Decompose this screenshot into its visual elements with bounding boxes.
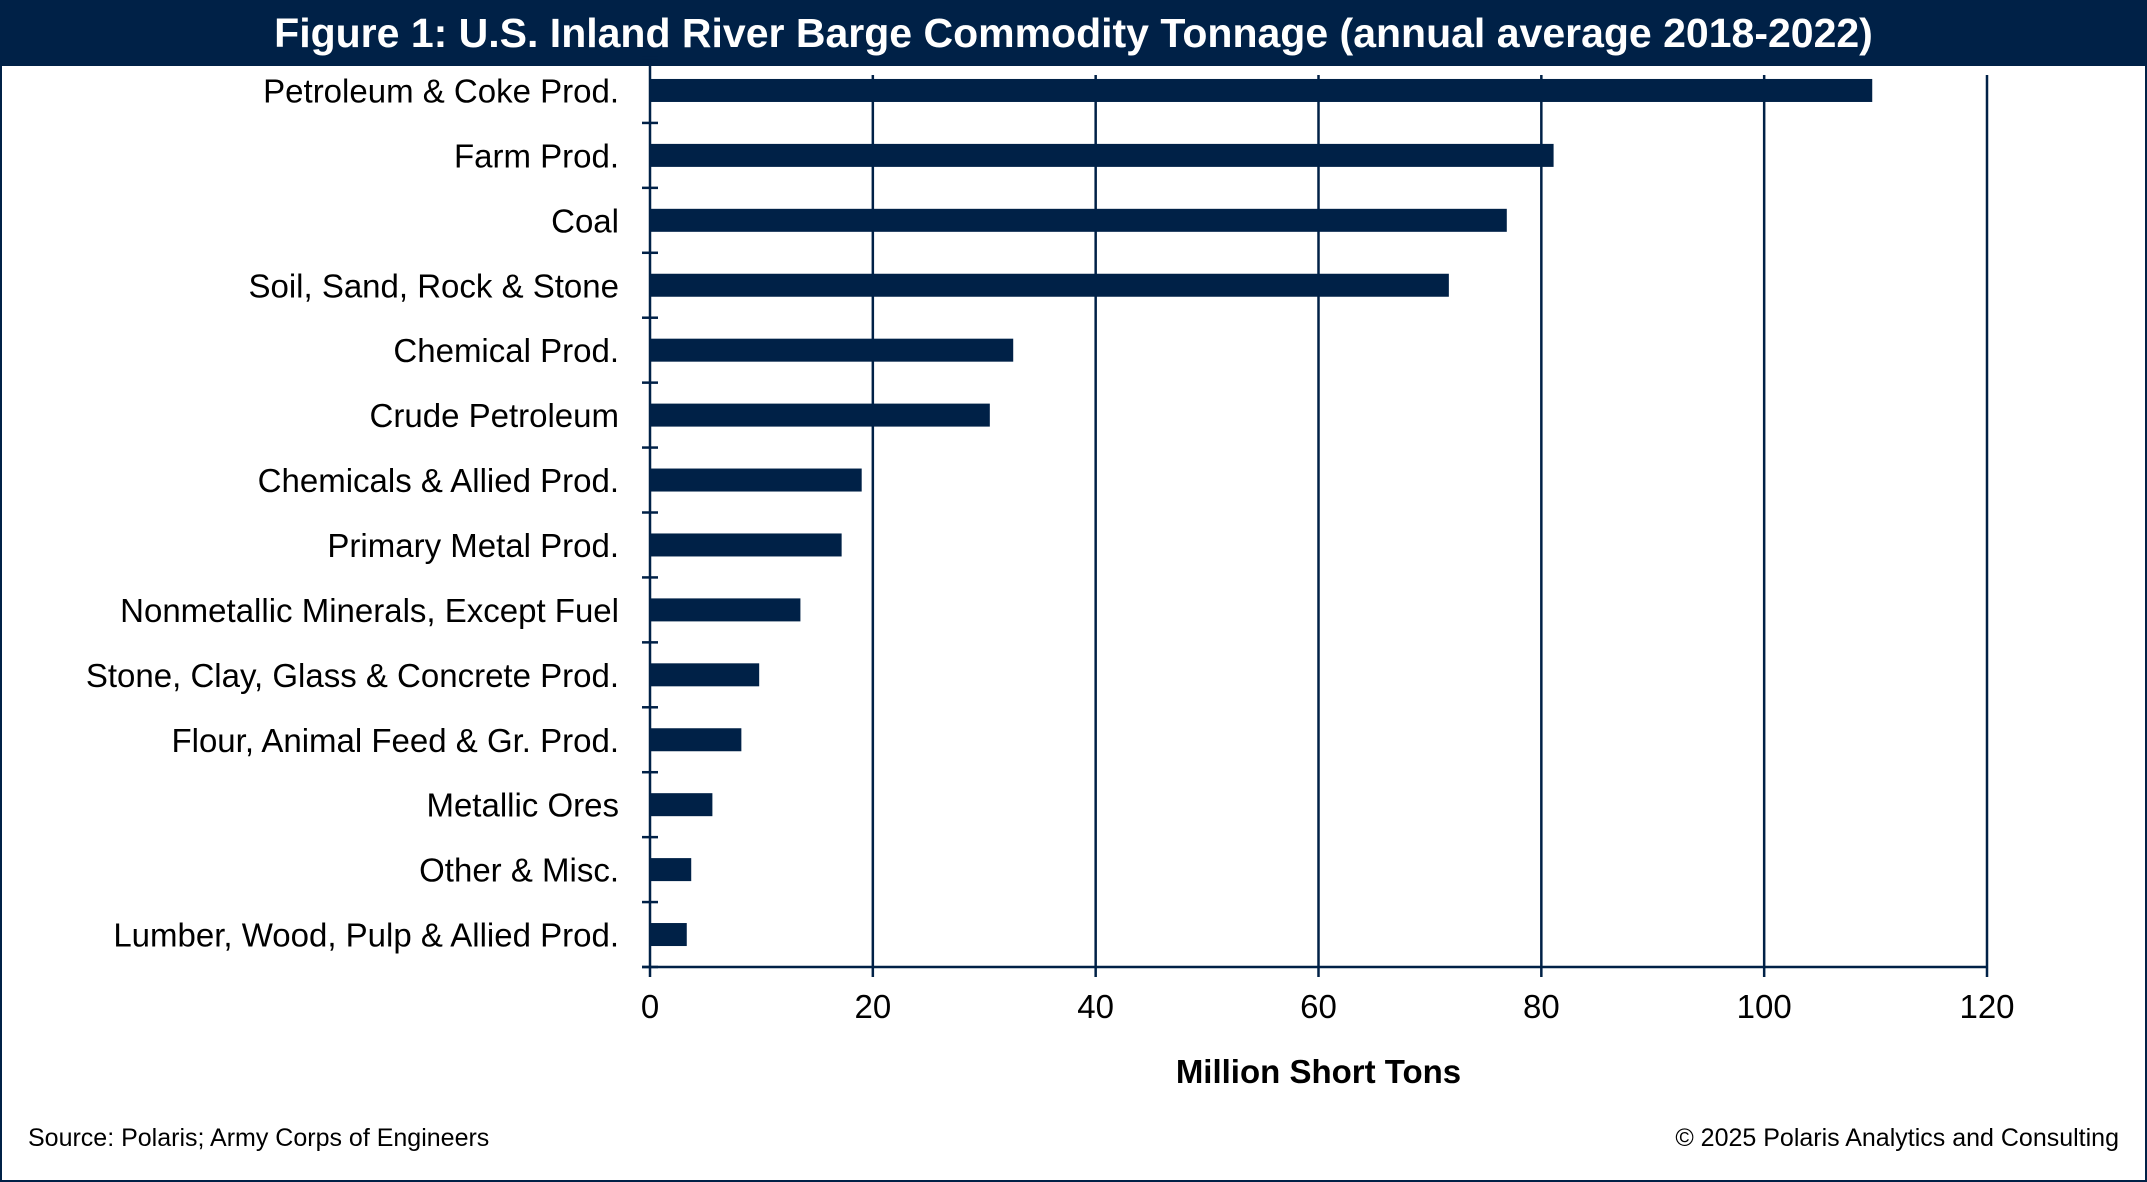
- bar: [650, 598, 801, 622]
- category-label: Crude Petroleum: [370, 397, 619, 434]
- category-label: Farm Prod.: [454, 137, 619, 174]
- bar: [650, 858, 692, 882]
- x-tick-label: 100: [1737, 988, 1792, 1025]
- bar: [650, 273, 1449, 297]
- category-label: Metallic Ores: [426, 787, 619, 824]
- x-tick-label: 20: [854, 988, 891, 1025]
- x-tick-label: 40: [1077, 988, 1114, 1025]
- copyright-note: © 2025 Polaris Analytics and Consulting: [1675, 1124, 2119, 1152]
- bar: [650, 403, 990, 427]
- source-note: Source: Polaris; Army Corps of Engineers: [28, 1124, 490, 1152]
- category-label: Primary Metal Prod.: [327, 527, 619, 564]
- bar: [650, 533, 842, 557]
- category-label: Lumber, Wood, Pulp & Allied Prod.: [113, 917, 619, 954]
- x-tick-label: 60: [1300, 988, 1337, 1025]
- category-label: Chemical Prod.: [393, 332, 619, 369]
- category-label: Nonmetallic Minerals, Except Fuel: [120, 592, 619, 629]
- bar: [650, 338, 1014, 362]
- bar: [650, 728, 742, 752]
- bar: [650, 143, 1554, 167]
- bar: [650, 663, 760, 687]
- category-label: Chemicals & Allied Prod.: [258, 462, 619, 499]
- bar: [650, 923, 687, 947]
- bar: [650, 793, 713, 817]
- category-label: Petroleum & Coke Prod.: [263, 72, 619, 109]
- category-label: Soil, Sand, Rock & Stone: [248, 267, 619, 304]
- category-label: Coal: [551, 202, 619, 239]
- x-tick-label: 80: [1523, 988, 1560, 1025]
- x-tick-label: 120: [1959, 988, 2014, 1025]
- chart-title: Figure 1: U.S. Inland River Barge Commod…: [0, 0, 2147, 66]
- category-label: Other & Misc.: [419, 852, 619, 889]
- category-label: Stone, Clay, Glass & Concrete Prod.: [86, 657, 619, 694]
- bar: [650, 468, 862, 492]
- bar: [650, 208, 1507, 232]
- bar: [650, 78, 1873, 102]
- x-axis-title: Million Short Tons: [1175, 1053, 1462, 1090]
- category-label: Flour, Animal Feed & Gr. Prod.: [171, 722, 619, 759]
- x-tick-label: 0: [641, 988, 659, 1025]
